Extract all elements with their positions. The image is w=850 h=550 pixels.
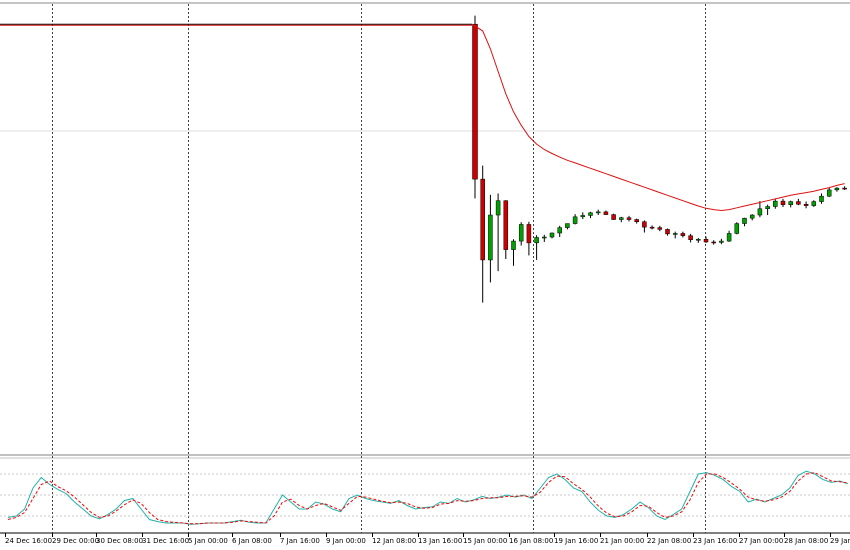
candle-bullish (511, 240, 516, 250)
candle-bearish (703, 239, 709, 243)
candle-bullish (534, 237, 539, 244)
candle-bearish (634, 219, 639, 223)
time-axis-label: 15 Jan 00:00 (463, 537, 507, 545)
candle-bullish (619, 217, 624, 220)
candle-bearish (680, 233, 686, 236)
candle-bearish (649, 226, 655, 229)
time-axis-label: 30 Dec 08:00 (96, 537, 143, 545)
stochastic-main-line (7, 470, 849, 525)
candle-bearish (526, 224, 532, 244)
candle-bullish (557, 227, 562, 234)
candle-bearish (688, 235, 693, 240)
candle-bullish (488, 214, 493, 261)
candle-bullish (495, 200, 501, 216)
candle-bearish (803, 204, 809, 206)
time-axis-label: 31 Dec 16:00 (142, 537, 189, 545)
time-axis-label: 27 Jan 00:00 (739, 537, 783, 545)
time-axis-label: 29 Jan (830, 537, 850, 545)
candle-bullish (549, 232, 555, 238)
candle-bullish (826, 189, 832, 197)
candle-bullish (572, 216, 578, 224)
candle-bullish (588, 212, 593, 216)
candle-bullish (726, 233, 732, 242)
candle-bullish (811, 201, 817, 206)
candle-bullish (742, 217, 747, 224)
time-axis-label: 24 Dec 16:00 (5, 537, 52, 545)
candle-bullish (719, 240, 724, 243)
candle-bullish (734, 223, 740, 234)
time-axis-label: 9 Jan 00:00 (326, 537, 366, 545)
time-axis-label: 22 Jan 08:00 (647, 537, 691, 545)
candle-bearish (711, 241, 716, 244)
candle-bullish (595, 211, 601, 214)
time-axis-label: 23 Jan 16:00 (693, 537, 737, 545)
moving-average-line (471, 23, 845, 212)
candle-bullish (518, 224, 524, 242)
time-axis-label: 13 Jan 16:00 (418, 537, 462, 545)
candle-bullish (580, 215, 586, 218)
candle-bullish (672, 233, 678, 235)
candle-bullish (749, 214, 755, 219)
time-axis-label: 21 Jan 00:00 (600, 537, 644, 545)
candle-bearish (796, 201, 801, 205)
candle-bullish (696, 239, 701, 241)
time-axis-label: 12 Jan 08:00 (372, 537, 416, 545)
time-axis-label: 7 Jan 16:00 (280, 537, 320, 545)
candle-bearish (642, 221, 647, 228)
candle-bullish (757, 208, 763, 216)
candle-bullish (765, 206, 770, 209)
candle-bullish (819, 195, 824, 202)
candle-bullish (773, 200, 778, 207)
time-axis-label: 19 Jan 16:00 (554, 537, 598, 545)
time-axis-label: 6 Jan 08:00 (232, 537, 272, 545)
candle-bearish (842, 187, 847, 190)
candle-bullish (788, 201, 793, 205)
candle-bearish (665, 229, 670, 235)
candle-bearish (503, 200, 509, 250)
candle-bearish (657, 227, 663, 230)
candle-bearish (611, 214, 616, 220)
time-axis-label: 28 Jan 08:00 (784, 537, 828, 545)
stochastic-signal-line (7, 472, 849, 525)
candle-bearish (626, 217, 632, 220)
time-axis-label: 16 Jan 08:00 (509, 537, 553, 545)
time-axis-label: 5 Jan 00:00 (188, 537, 228, 545)
candle-bearish (780, 200, 786, 205)
candle-bearish (480, 178, 485, 261)
candle-bearish (603, 211, 609, 215)
candle-bearish (472, 23, 478, 180)
candle-bullish (565, 223, 570, 228)
time-axis-label: 29 Dec 00:00 (52, 537, 99, 545)
candle-bullish (834, 187, 840, 191)
candle-bullish (542, 236, 547, 239)
